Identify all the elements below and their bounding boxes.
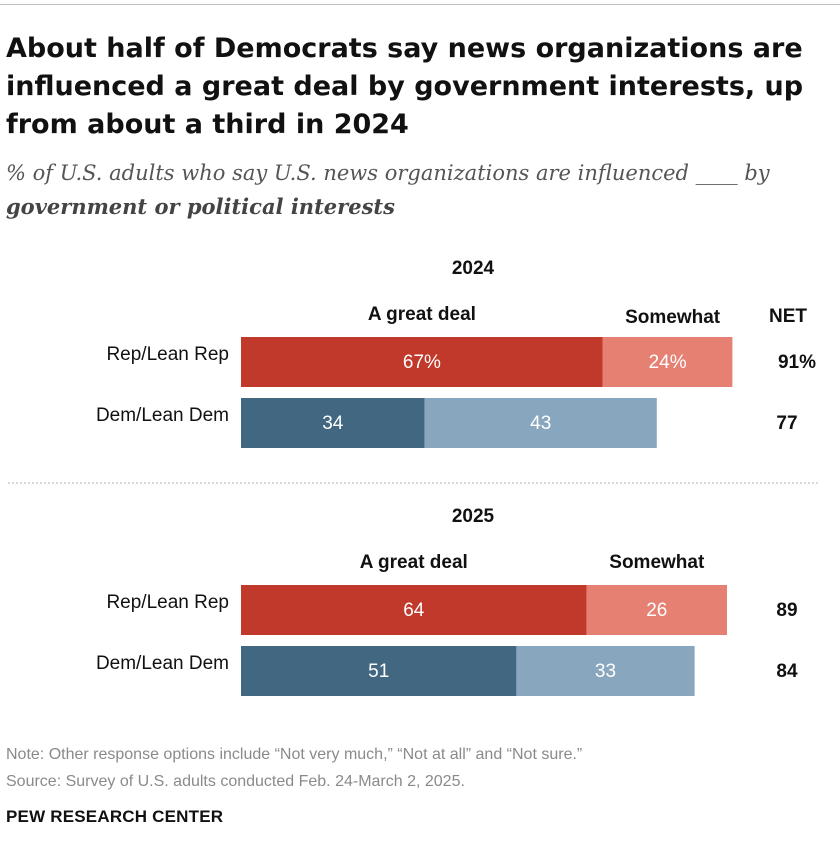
bar-great-deal-value: 64 [403, 600, 425, 621]
subtitle-emphasis: government or political interests [6, 194, 395, 219]
bar-great-deal-value: 34 [322, 413, 344, 434]
bar-somewhat [424, 398, 657, 448]
footnotes: Note: Other response options include “No… [6, 741, 582, 795]
legend-somewhat-label: Somewhat [609, 552, 705, 573]
bar-great-deal [241, 398, 425, 448]
bar-somewhat-value: 24% [649, 352, 687, 373]
bar-great-deal-value: 67% [403, 352, 441, 373]
bar-somewhat-value: 33 [595, 661, 616, 682]
bar-somewhat [516, 646, 695, 696]
chart-title: About half of Democrats say news organiz… [6, 33, 804, 140]
row-category-label: Rep/Lean Rep [106, 344, 229, 365]
legend-great-deal-label: A great deal [368, 304, 476, 325]
net-value: 77 [776, 413, 797, 434]
net-value: 91% [778, 352, 816, 373]
bar-somewhat-value: 43 [530, 413, 551, 434]
row-category-label: Dem/Lean Dem [96, 653, 229, 674]
panel-year-label: 2024 [452, 258, 495, 279]
chart-subtitle: % of U.S. adults who say U.S. news organ… [6, 157, 826, 224]
source-text: Source: Survey of U.S. adults conducted … [6, 773, 465, 790]
legend-great-deal-label: A great deal [360, 552, 468, 573]
bar-somewhat-value: 26 [646, 600, 667, 621]
bar-great-deal [241, 337, 603, 387]
subtitle-text: % of U.S. adults who say U.S. news organ… [6, 161, 770, 185]
bar-great-deal [241, 585, 587, 635]
legend-somewhat-label: Somewhat [625, 307, 721, 328]
top-rule [0, 4, 840, 5]
net-value: 84 [776, 661, 798, 682]
panel-year-label: 2025 [452, 506, 495, 527]
note-text: Note: Other response options include “No… [6, 746, 583, 763]
stacked-bar-chart: 2024 A great deal Somewhat NET Rep/Lean Rep 6… [8, 258, 820, 696]
bar-great-deal [241, 646, 517, 696]
legend-net-label: NET [769, 306, 807, 327]
row-category-label: Dem/Lean Dem [96, 405, 229, 426]
bar-somewhat [602, 337, 733, 387]
row-category-label: Rep/Lean Rep [106, 592, 229, 613]
pew-research-center-logo: PEW RESEARCH CENTER [6, 807, 224, 826]
bar-great-deal-value: 51 [368, 661, 389, 682]
bar-somewhat [586, 585, 727, 635]
net-value: 89 [776, 600, 797, 621]
